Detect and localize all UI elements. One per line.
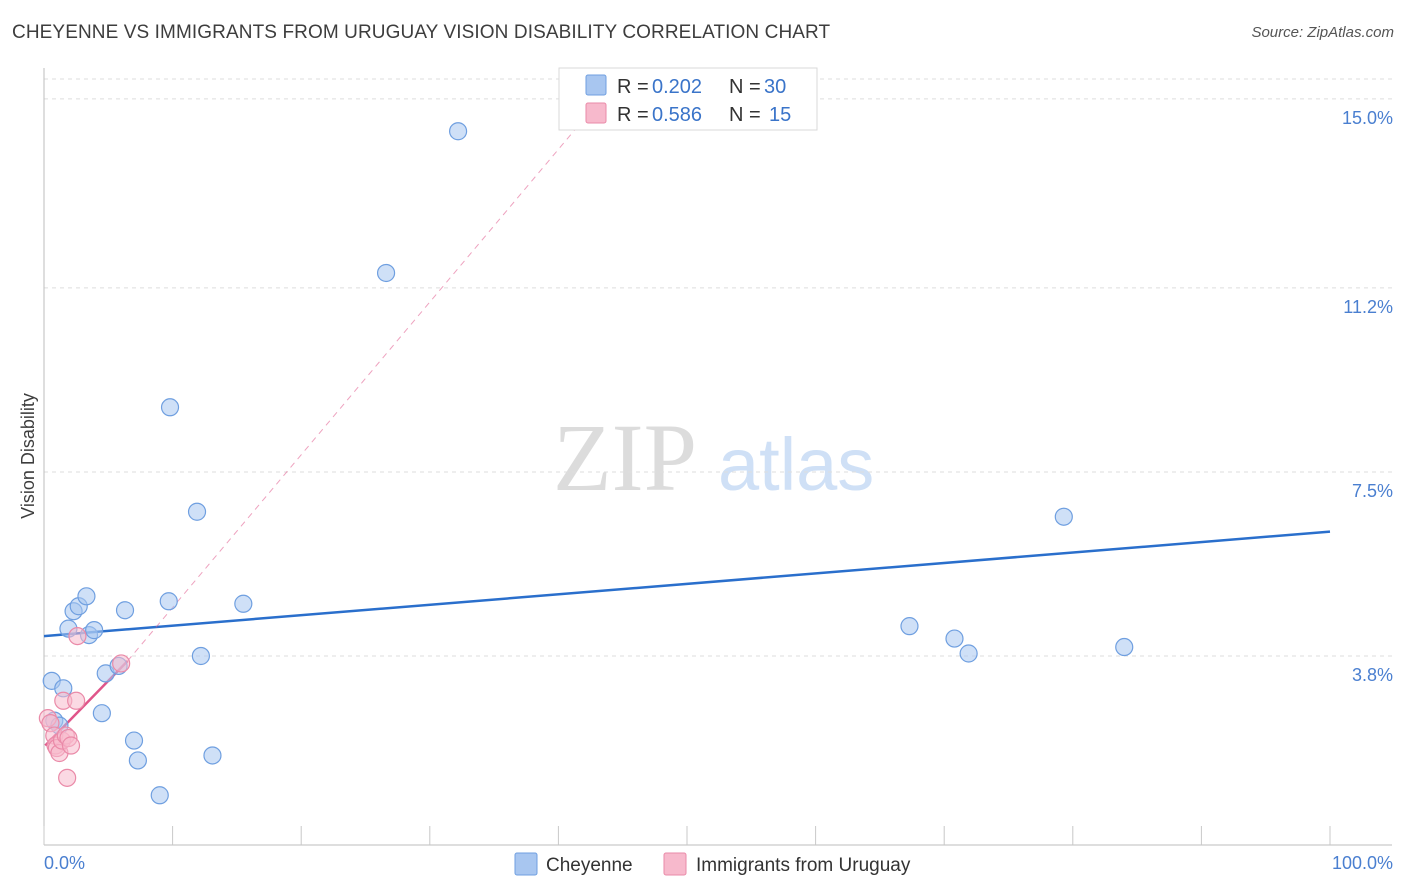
cheyenne-point[interactable] [115,601,135,620]
uruguay-point[interactable] [58,768,77,787]
cheyenne-point[interactable] [376,263,396,283]
cheyenne-point[interactable] [959,644,978,663]
cheyenne-point[interactable] [160,398,180,417]
cheyenne-point[interactable] [128,751,147,770]
cheyenne-point[interactable] [448,122,468,141]
chart-title: CHEYENNE VS IMMIGRANTS FROM URUGUAY VISI… [12,22,831,43]
stats-legend-n-label-2: N = [729,104,761,126]
uruguay-point[interactable] [112,654,131,673]
stats-legend-swatch-2 [585,102,607,124]
uruguay-point[interactable] [68,626,87,646]
y-tick-label: 3.8% [1352,665,1393,685]
y-tick-label-layer: 3.8% 7.5% 11.2% 15.0% [1342,108,1393,685]
watermark-zip: ZIP [553,404,697,511]
stats-legend-n-value-1: 30 [764,76,786,98]
cheyenne-point[interactable] [124,731,144,750]
watermark-atlas: atlas [718,423,874,506]
points-layer [38,122,1134,805]
y-axis-title: Vision Disability [18,393,38,519]
cheyenne-point[interactable] [203,746,222,765]
cheyenne-point[interactable] [150,786,169,805]
stats-legend-n-label-1: N = [729,76,761,98]
stats-legend-n-value-2: 15 [769,104,791,126]
cheyenne-point[interactable] [159,592,178,611]
cheyenne-point[interactable] [945,629,964,648]
stats-legend-r-label-2: R = [617,104,649,126]
y-tick-label: 11.2% [1343,297,1393,317]
cheyenne-point[interactable] [187,502,207,521]
series-legend-swatch-uruguay [663,852,687,876]
cheyenne-point[interactable] [85,621,104,640]
cheyenne-trend-line [43,530,1331,638]
stats-legend-r-value-2: 0.586 [652,104,702,126]
chart-source: Source: ZipAtlas.com [1251,24,1394,41]
y-tick-label: 15.0% [1342,108,1393,128]
series-legend-label-cheyenne: Cheyenne [546,855,633,876]
y-tick-label: 7.5% [1352,481,1393,501]
series-legend: Cheyenne Immigrants from Uruguay [514,852,911,876]
cheyenne-point[interactable] [92,704,111,723]
stats-legend-r-value-1: 0.202 [652,76,702,98]
x-tick-label-layer: 0.0% 100.0% [44,853,1393,873]
cheyenne-point[interactable] [1115,637,1134,657]
cheyenne-point[interactable] [191,646,210,666]
uruguay-point[interactable] [67,691,86,710]
stats-legend-swatch-1 [585,74,607,96]
series-legend-swatch-cheyenne [514,852,538,876]
uruguay-trend-extension [127,118,585,662]
cheyenne-point[interactable] [77,587,96,606]
x-tick-label: 100.0% [1332,853,1393,873]
cheyenne-point[interactable] [900,617,919,636]
stats-legend: R = 0.202 N = 30 R = 0.586 N = 15 [558,67,818,131]
cheyenne-point[interactable] [1054,507,1073,526]
uruguay-point[interactable] [61,736,81,755]
x-tick-label: 0.0% [44,853,85,873]
grid-layer [44,78,1392,657]
cheyenne-point[interactable] [234,594,253,613]
stats-legend-r-label-1: R = [617,76,649,98]
x-tick-layer [43,826,1331,845]
series-legend-label-uruguay: Immigrants from Uruguay [696,855,911,876]
